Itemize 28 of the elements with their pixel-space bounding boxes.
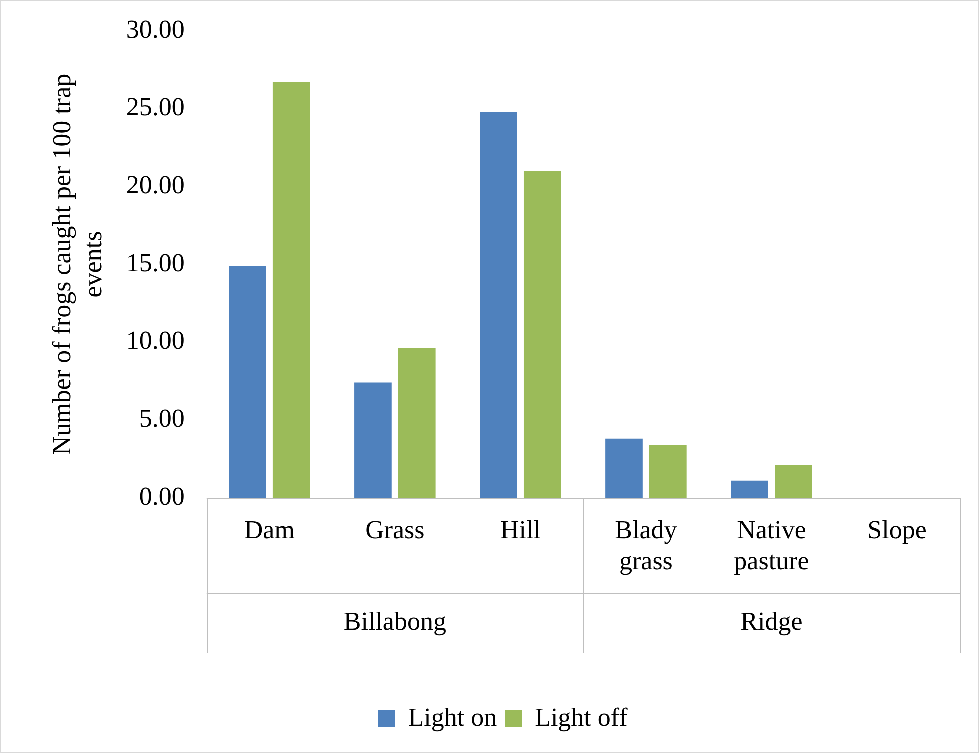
bar: [524, 171, 562, 498]
bar: [606, 438, 643, 498]
legend-label: Light off: [535, 702, 628, 732]
bar: [354, 382, 392, 498]
x-tick-label: Grass: [366, 515, 425, 544]
bar: [775, 465, 812, 498]
x-tick-label: Slope: [868, 515, 927, 544]
bar: [650, 445, 687, 498]
y-tick-label: 15.00: [126, 248, 185, 278]
y-tick-label: 30.00: [126, 14, 185, 44]
y-tick-label: 0.00: [139, 482, 185, 511]
bar: [398, 348, 436, 498]
bar: [229, 266, 266, 498]
y-tick-label: 25.00: [126, 92, 185, 122]
x-tick-label: Dam: [244, 515, 295, 544]
x-tick-label: Native pasture: [734, 515, 810, 576]
y-axis-title: Number of frogs caught per 100 trap events: [47, 74, 108, 456]
bar: [731, 480, 768, 498]
text: Billabong: [344, 606, 446, 636]
text: Ridge: [740, 606, 803, 636]
x-tick-label: Blady grass: [615, 515, 678, 576]
legend-label: Light on: [408, 702, 498, 732]
bar: [272, 82, 310, 498]
y-tick-label: 10.00: [126, 326, 185, 356]
y-tick-label: 5.00: [139, 404, 185, 433]
x-tick-label: Hill: [500, 515, 541, 544]
y-tick-label: 20.00: [126, 170, 185, 200]
bar: [480, 112, 518, 498]
